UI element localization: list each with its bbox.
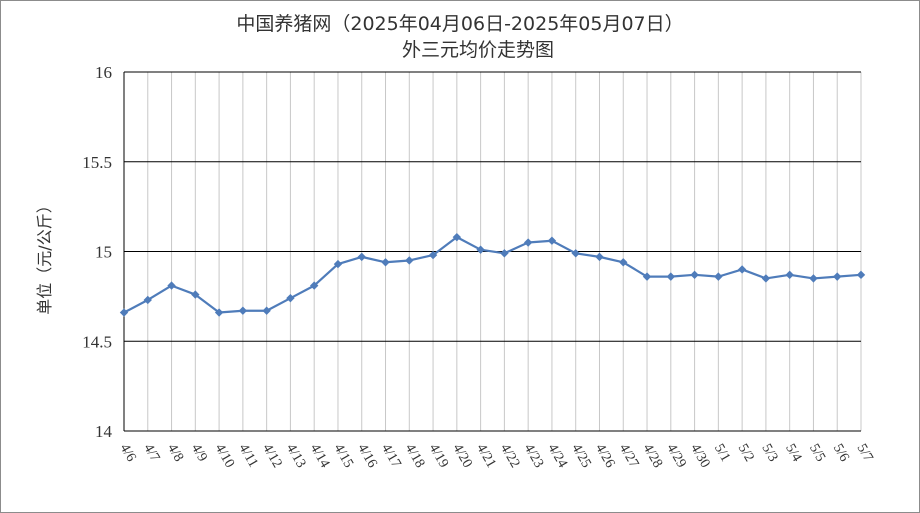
chart-subtitle: 外三元均价走势图 <box>402 39 554 61</box>
x-tick-label: 4/7 <box>140 442 162 465</box>
y-axis-ticks: 14 14.5 15 15.5 16 <box>82 63 112 441</box>
y-tick-label: 15.5 <box>82 153 112 172</box>
x-tick-label: 4/13 <box>283 442 308 471</box>
y-tick-label: 16 <box>95 63 112 82</box>
y-tick-label: 14.5 <box>82 332 112 351</box>
data-point <box>405 256 414 265</box>
x-tick-label: 4/12 <box>259 442 284 471</box>
data-point <box>167 281 176 290</box>
x-tick-label: 4/6 <box>117 442 139 465</box>
data-point <box>761 274 771 283</box>
series-group <box>119 232 866 317</box>
x-tick-label: 4/30 <box>687 442 712 471</box>
data-point <box>666 272 676 281</box>
data-point <box>286 293 295 303</box>
x-tick-label: 5/1 <box>711 442 733 465</box>
data-point <box>714 272 723 281</box>
x-tick-label: 4/24 <box>544 442 569 471</box>
data-point <box>809 274 818 283</box>
data-point <box>571 249 580 258</box>
data-point <box>191 290 200 299</box>
x-tick-label: 4/15 <box>331 442 356 471</box>
data-point <box>262 306 271 315</box>
data-point <box>381 258 390 267</box>
data-point <box>595 252 604 262</box>
x-tick-label: 5/3 <box>758 442 780 465</box>
data-point <box>619 258 628 267</box>
x-axis-ticks: 4/6 4/7 4/8 4/9 4/104/114/124/134/144/154/16… <box>117 442 876 471</box>
x-tick-label: 5/2 <box>735 442 757 465</box>
data-point <box>143 295 152 305</box>
data-point <box>357 252 366 262</box>
data-point <box>642 272 652 281</box>
data-point <box>690 270 699 280</box>
data-point <box>737 265 747 274</box>
data-point <box>856 270 866 280</box>
x-tick-label: 4/16 <box>354 442 379 471</box>
x-tick-label: 4/17 <box>378 442 403 471</box>
x-tick-label: 4/9 <box>188 442 210 465</box>
data-point <box>547 236 557 245</box>
x-tick-label: 4/29 <box>663 442 688 471</box>
x-tick-label: 5/5 <box>806 442 828 465</box>
x-tick-label: 4/18 <box>402 442 427 471</box>
x-tick-label: 4/27 <box>616 442 641 471</box>
x-tick-label: 5/6 <box>830 442 852 465</box>
x-tick-label: 4/26 <box>592 442 617 471</box>
data-point <box>119 308 129 317</box>
y-axis-label: 单位（元/公斤） <box>35 197 54 314</box>
data-point <box>428 250 438 260</box>
x-tick-label: 4/11 <box>235 442 260 471</box>
x-tick-label: 4/8 <box>164 442 186 465</box>
data-point <box>500 249 509 258</box>
data-point <box>333 259 343 269</box>
data-point <box>214 308 224 317</box>
data-point <box>238 306 248 315</box>
x-tick-label: 4/22 <box>497 442 522 471</box>
x-tick-label: 4/28 <box>640 442 665 471</box>
chart-title: 中国养猪网（2025年04月06日-2025年05月07日） <box>236 13 683 35</box>
y-tick-label: 15 <box>95 243 112 262</box>
series-line <box>123 236 862 314</box>
y-tick-label: 14 <box>95 422 113 441</box>
x-tick-label: 4/23 <box>521 442 546 471</box>
data-point <box>785 270 794 280</box>
data-point <box>309 281 319 290</box>
x-tick-label: 5/7 <box>854 442 876 465</box>
data-point <box>476 245 485 254</box>
x-tick-label: 4/20 <box>449 442 474 471</box>
data-point <box>833 272 842 281</box>
x-tick-label: 4/19 <box>426 442 451 471</box>
x-tick-label: 4/10 <box>212 442 237 471</box>
data-point <box>523 238 533 247</box>
x-tick-label: 4/21 <box>473 442 498 471</box>
x-tick-label: 4/25 <box>568 442 593 471</box>
x-tick-label: 4/14 <box>307 442 332 471</box>
x-tick-label: 5/4 <box>782 442 804 465</box>
data-point <box>452 232 462 242</box>
